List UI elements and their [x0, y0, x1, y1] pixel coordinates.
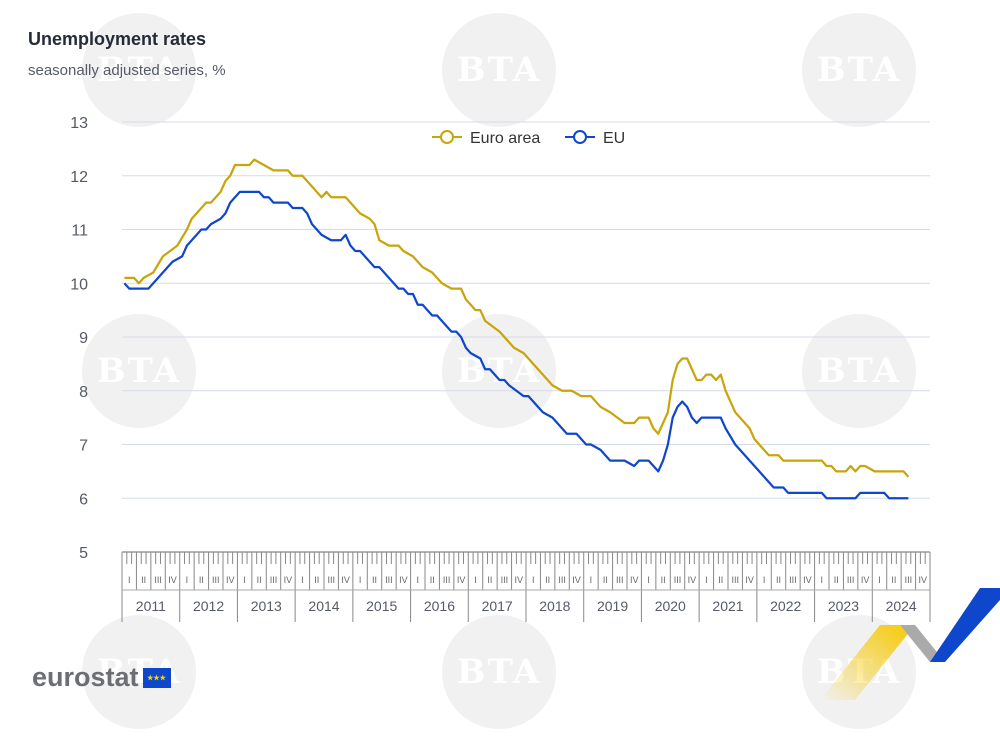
x-quarter-label: I [417, 575, 420, 585]
watermark: BTA [82, 615, 196, 729]
x-quarter-label: II [430, 575, 435, 585]
y-tick-label: 12 [70, 169, 88, 186]
series-line-euro-area [124, 158, 910, 478]
x-year-label: 2018 [539, 598, 570, 614]
x-year-label: 2022 [770, 598, 801, 614]
y-tick-label: 7 [79, 438, 88, 455]
legend-label: EU [603, 130, 625, 147]
x-year-label: 2021 [712, 598, 743, 614]
x-quarter-label: III [731, 575, 739, 585]
x-quarter-label: IV [457, 575, 466, 585]
x-quarter-label: III [789, 575, 797, 585]
x-quarter-label: I [763, 575, 766, 585]
x-quarter-label: IV [168, 575, 177, 585]
y-tick-label: 10 [70, 276, 88, 293]
series-line-eu [123, 190, 909, 500]
legend-marker [440, 130, 454, 144]
x-quarter-label: I [878, 575, 881, 585]
x-quarter-label: II [372, 575, 377, 585]
x-quarter-label: II [603, 575, 608, 585]
x-quarter-label: II [314, 575, 319, 585]
x-quarter-label: IV [803, 575, 812, 585]
y-tick-label: 13 [70, 115, 88, 132]
x-year-label: 2011 [136, 598, 166, 614]
x-quarter-label: I [532, 575, 535, 585]
x-quarter-label: I [128, 575, 131, 585]
chart-subtitle: seasonally adjusted series, % [28, 62, 226, 79]
x-quarter-label: IV [341, 575, 350, 585]
x-quarter-label: IV [515, 575, 524, 585]
x-year-label: 2016 [424, 598, 455, 614]
x-year-label: 2017 [482, 598, 513, 614]
x-year-label: 2012 [193, 598, 224, 614]
x-quarter-label: III [327, 575, 335, 585]
x-quarter-label: II [776, 575, 781, 585]
x-year-label: 2013 [251, 598, 282, 614]
x-quarter-label: III [212, 575, 220, 585]
x-quarter-label: IV [745, 575, 754, 585]
x-year-label: 2014 [308, 598, 339, 614]
x-quarter-label: IV [630, 575, 639, 585]
x-quarter-label: IV [688, 575, 697, 585]
x-quarter-label: II [487, 575, 492, 585]
x-year-label: 2023 [828, 598, 859, 614]
x-quarter-label: III [558, 575, 566, 585]
watermark: BTA [442, 13, 556, 127]
x-quarter-label: IV [572, 575, 581, 585]
x-quarter-label: IV [399, 575, 408, 585]
x-quarter-label: III [385, 575, 393, 585]
legend-label: Euro area [470, 130, 540, 147]
x-quarter-label: II [199, 575, 204, 585]
watermark: BTA [442, 314, 556, 428]
x-quarter-label: I [590, 575, 593, 585]
y-tick-label: 9 [79, 330, 88, 347]
x-quarter-label: IV [861, 575, 870, 585]
x-quarter-label: II [661, 575, 666, 585]
eurostat-logo: eurostat ★★★ [32, 662, 171, 693]
x-quarter-label: II [257, 575, 262, 585]
x-year-label: 2020 [655, 598, 686, 614]
x-quarter-label: II [718, 575, 723, 585]
eu-flag-icon: ★★★ [142, 667, 171, 688]
x-quarter-label: III [154, 575, 162, 585]
x-year-label: 2024 [886, 598, 917, 614]
x-quarter-label: IV [919, 575, 928, 585]
x-quarter-label: III [616, 575, 624, 585]
y-tick-label: 5 [79, 545, 88, 562]
x-quarter-label: I [359, 575, 362, 585]
x-quarter-label: IV [226, 575, 235, 585]
x-year-label: 2019 [597, 598, 628, 614]
x-year-label: 2015 [366, 598, 397, 614]
watermark: BTA [802, 314, 916, 428]
watermark: BTA [802, 13, 916, 127]
legend-marker [573, 130, 587, 144]
x-quarter-label: I [186, 575, 189, 585]
x-quarter-label: I [705, 575, 708, 585]
x-quarter-label: I [821, 575, 824, 585]
x-quarter-label: II [545, 575, 550, 585]
x-quarter-label: I [474, 575, 477, 585]
x-quarter-label: IV [284, 575, 293, 585]
logo-text: eurostat [32, 662, 139, 692]
y-tick-label: 11 [71, 223, 88, 240]
chart-title: Unemployment rates [28, 29, 207, 49]
y-tick-label: 6 [79, 491, 88, 508]
watermark: BTA [82, 314, 196, 428]
x-quarter-label: II [141, 575, 146, 585]
x-quarter-label: II [834, 575, 839, 585]
x-quarter-label: I [243, 575, 246, 585]
x-quarter-label: III [501, 575, 509, 585]
x-quarter-label: III [847, 575, 855, 585]
x-quarter-label: III [905, 575, 913, 585]
x-quarter-label: III [674, 575, 682, 585]
x-quarter-label: I [301, 575, 304, 585]
watermark: BTA [442, 615, 556, 729]
watermark: BTA [82, 13, 196, 127]
x-quarter-label: II [891, 575, 896, 585]
x-quarter-label: III [443, 575, 451, 585]
x-quarter-label: I [647, 575, 650, 585]
x-quarter-label: III [270, 575, 278, 585]
y-tick-label: 8 [79, 384, 88, 401]
